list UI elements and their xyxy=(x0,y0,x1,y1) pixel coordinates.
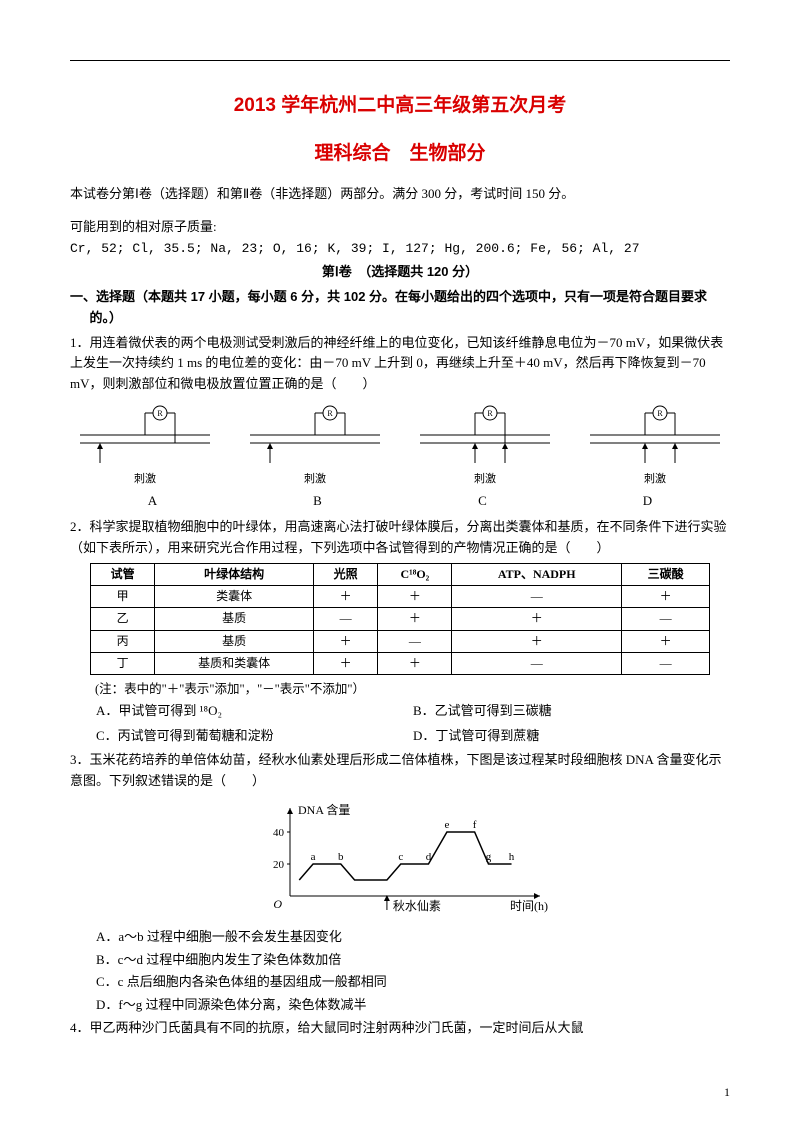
svg-text:R: R xyxy=(657,409,663,418)
stim-label-c: 刺激 xyxy=(410,471,560,489)
svg-text:时间(h): 时间(h) xyxy=(510,899,548,913)
title-sub: 理科综合 生物部分 xyxy=(70,139,730,169)
svg-text:DNA 含量: DNA 含量 xyxy=(298,802,350,817)
q2-col-4: ATP、NADPH xyxy=(452,563,622,585)
q1-option-labels: A B C D xyxy=(70,491,730,512)
svg-text:f: f xyxy=(473,819,477,831)
q3-chart: 20 40 DNA 含量时间(h) Oa b c d e f g h 秋水仙素 xyxy=(70,796,730,923)
q3-opt-c: C．c 点后细胞内各染色体组的基因组成一般都相同 xyxy=(70,972,730,993)
svg-text:g: g xyxy=(486,851,492,863)
table-row: 乙基质—＋＋— xyxy=(90,608,709,630)
q1-diagram-row: R 刺激 R 刺激 R xyxy=(70,401,730,489)
stim-label-a: 刺激 xyxy=(70,471,220,489)
table-row: 丙基质＋—＋＋ xyxy=(90,630,709,652)
table-row: 甲类囊体＋＋—＋ xyxy=(90,586,709,608)
q3-text: 3．玉米花药培养的单倍体幼苗，经秋水仙素处理后形成二倍体植株，下图是该过程某时段… xyxy=(70,750,730,792)
intro-text: 本试卷分第Ⅰ卷（选择题）和第Ⅱ卷（非选择题）两部分。满分 300 分，考试时间 … xyxy=(70,184,730,205)
page-number: 1 xyxy=(724,1083,730,1102)
q4-text: 4．甲乙两种沙门氏菌具有不同的抗原，给大鼠同时注射两种沙门氏菌，一定时间后从大鼠 xyxy=(70,1018,730,1039)
title-main: 2013 学年杭州二中高三年级第五次月考 xyxy=(70,91,730,121)
q1-diagram-a: R 刺激 xyxy=(70,401,220,489)
q1-text: 1．用连着微伏表的两个电极测试受刺激后的神经纤维上的电位变化，已知该纤维静息电位… xyxy=(70,333,730,395)
q2-text: 2．科学家提取植物细胞中的叶绿体，用高速离心法打破叶绿体膜后，分离出类囊体和基质… xyxy=(70,517,730,559)
q1-diagram-b: R 刺激 xyxy=(240,401,390,489)
svg-text:e: e xyxy=(444,819,449,831)
q3-opt-b: B．c～d 过程中细胞内发生了染色体数加倍 xyxy=(70,950,730,971)
svg-text:h: h xyxy=(509,851,515,863)
q2-col-0: 试管 xyxy=(90,563,155,585)
q2-opt-a: A．甲试管可得到 ¹⁸O₂ xyxy=(96,701,413,722)
svg-text:a: a xyxy=(311,851,316,863)
stim-label-b: 刺激 xyxy=(240,471,390,489)
q1-diagram-c: R 刺激 xyxy=(410,401,560,489)
q1-diagram-d: R 刺激 xyxy=(580,401,730,489)
q2-col-5: 三碳酸 xyxy=(622,563,710,585)
q2-opt-b: B．乙试管可得到三碳糖 xyxy=(413,701,730,722)
svg-text:O: O xyxy=(273,897,282,911)
q1-label-c: C xyxy=(408,491,558,512)
q2-col-2: 光照 xyxy=(313,563,378,585)
svg-text:R: R xyxy=(327,409,333,418)
atomic-mass-list: Cr, 52; Cl, 35.5; Na, 23; O, 16; K, 39; … xyxy=(70,239,730,260)
q3-opt-d: D．f～g 过程中同源染色体分离，染色体数减半 xyxy=(70,995,730,1016)
block-header: 一、选择题（本题共 17 小题，每小题 6 分，共 102 分。在每小题给出的四… xyxy=(70,287,730,329)
table-row: 丁基质和类囊体＋＋—— xyxy=(90,652,709,674)
q2-opt-c: C．丙试管可得到葡萄糖和淀粉 xyxy=(96,726,413,747)
svg-text:d: d xyxy=(426,851,432,863)
q1-label-b: B xyxy=(243,491,393,512)
svg-text:40: 40 xyxy=(273,827,285,839)
q2-opt-d: D．丁试管可得到蔗糖 xyxy=(413,726,730,747)
atomic-mass-label: 可能用到的相对原子质量: xyxy=(70,217,730,238)
q1-label-a: A xyxy=(78,491,228,512)
svg-text:R: R xyxy=(157,409,163,418)
q2-note: (注：表中的"＋"表示"添加"，"－"表示"不添加"） xyxy=(70,679,730,699)
svg-text:b: b xyxy=(338,851,344,863)
section-1-header: 第Ⅰ卷 （选择题共 120 分） xyxy=(70,262,730,283)
svg-text:秋水仙素: 秋水仙素 xyxy=(393,899,441,913)
q3-opt-a: A．a～b 过程中细胞一般不会发生基因变化 xyxy=(70,927,730,948)
top-rule xyxy=(70,60,730,61)
stim-label-d: 刺激 xyxy=(580,471,730,489)
q2-col-1: 叶绿体结构 xyxy=(155,563,313,585)
svg-text:R: R xyxy=(487,409,493,418)
svg-text:20: 20 xyxy=(273,859,285,871)
q1-label-d: D xyxy=(573,491,723,512)
q2-col-3: C¹⁸O₂ xyxy=(378,563,452,585)
q2-table: 试管 叶绿体结构 光照 C¹⁸O₂ ATP、NADPH 三碳酸 甲类囊体＋＋—＋… xyxy=(90,563,710,675)
svg-text:c: c xyxy=(398,851,403,863)
